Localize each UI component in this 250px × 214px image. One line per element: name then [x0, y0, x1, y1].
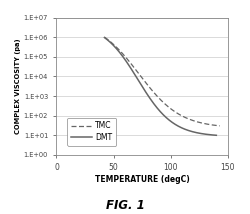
TMC: [174, 110, 176, 113]
Y-axis label: COMPLEX VISCOSITY (pa): COMPLEX VISCOSITY (pa): [15, 38, 21, 134]
TMC: [103, 36, 106, 39]
DMT: [215, 134, 218, 137]
DMT: [169, 120, 172, 123]
DMT: [197, 132, 200, 134]
Legend: TMC, DMT: TMC, DMT: [67, 118, 116, 146]
Line: DMT: DMT: [104, 37, 216, 135]
TMC: [171, 109, 174, 111]
DMT: [103, 37, 106, 39]
TMC: [200, 122, 203, 124]
DMT: [172, 122, 174, 124]
X-axis label: TEMPERATURE (degC): TEMPERATURE (degC): [95, 175, 190, 184]
TMC: [208, 123, 210, 126]
DMT: [103, 36, 106, 39]
DMT: [170, 120, 172, 123]
TMC: [172, 109, 174, 112]
Line: TMC: TMC: [104, 37, 220, 126]
Text: FIG. 1: FIG. 1: [106, 199, 144, 212]
TMC: [218, 125, 221, 127]
DMT: [204, 133, 207, 135]
TMC: [103, 36, 106, 39]
